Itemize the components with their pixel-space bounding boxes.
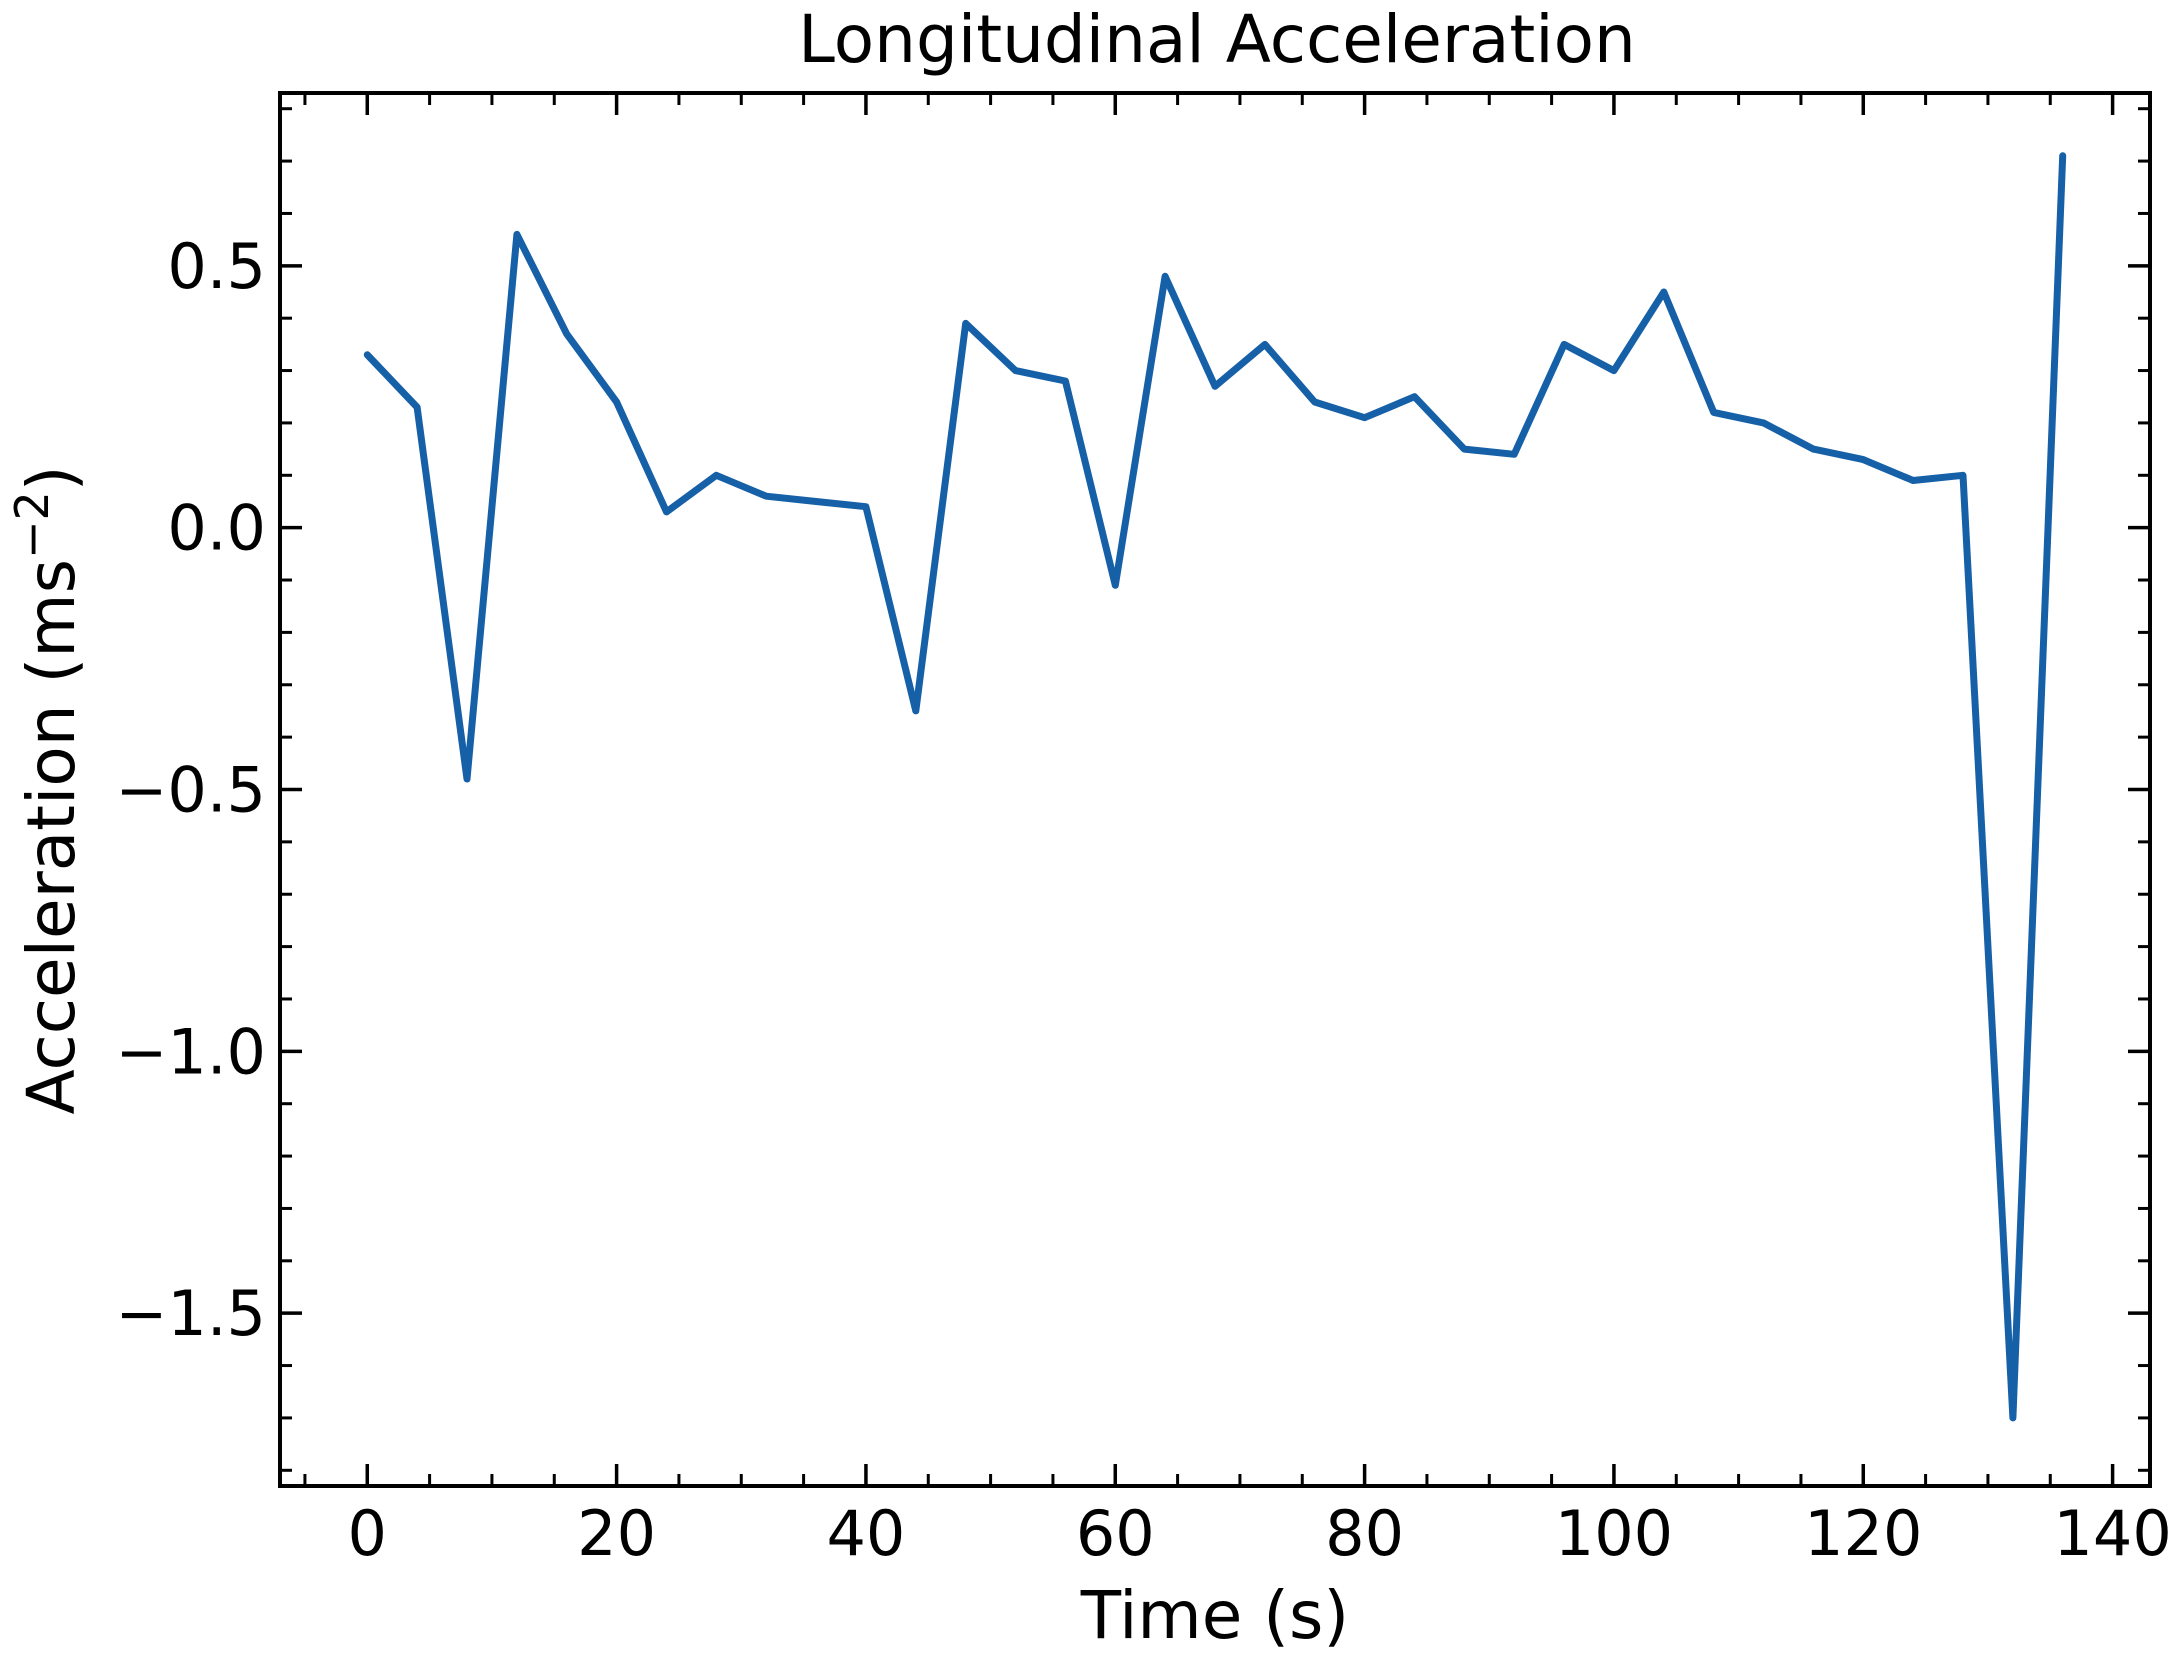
- series-line: [363, 152, 2067, 1422]
- y-tick-label: −1.0: [115, 1015, 266, 1088]
- y-axis-label-close: ): [13, 465, 90, 491]
- x-tick-labels: 0 20 40 60 80 100 120 140: [348, 1497, 2172, 1570]
- x-tick-label: 40: [826, 1497, 905, 1570]
- x-tick-label: 20: [577, 1497, 656, 1570]
- y-axis-label-exponent: −2: [5, 491, 59, 559]
- y-tick-label: −0.5: [115, 754, 266, 827]
- y-tick-label: 0.0: [167, 492, 266, 565]
- minor-ticks: [280, 93, 2150, 1486]
- y-axis-label: Acceleration (ms−2): [5, 465, 90, 1114]
- x-tick-label: 80: [1325, 1497, 1404, 1570]
- x-tick-label: 0: [348, 1497, 387, 1570]
- x-axis-label: Time (s): [1080, 1577, 1349, 1654]
- y-tick-labels: 0.5 0.0 −0.5 −1.0 −1.5: [115, 230, 266, 1350]
- x-tick-label: 140: [2053, 1497, 2171, 1570]
- y-tick-label: 0.5: [167, 230, 266, 303]
- major-ticks: [280, 93, 2150, 1486]
- y-tick-label: −1.5: [115, 1277, 266, 1350]
- x-tick-label: 120: [1804, 1497, 1922, 1570]
- x-tick-label: 60: [1076, 1497, 1155, 1570]
- chart-title: Longitudinal Acceleration: [798, 1, 1636, 78]
- x-tick-label: 100: [1555, 1497, 1673, 1570]
- y-axis-label-main: Acceleration (ms: [13, 559, 90, 1115]
- plot-frame: [278, 91, 2152, 1488]
- series-group: [363, 152, 2067, 1422]
